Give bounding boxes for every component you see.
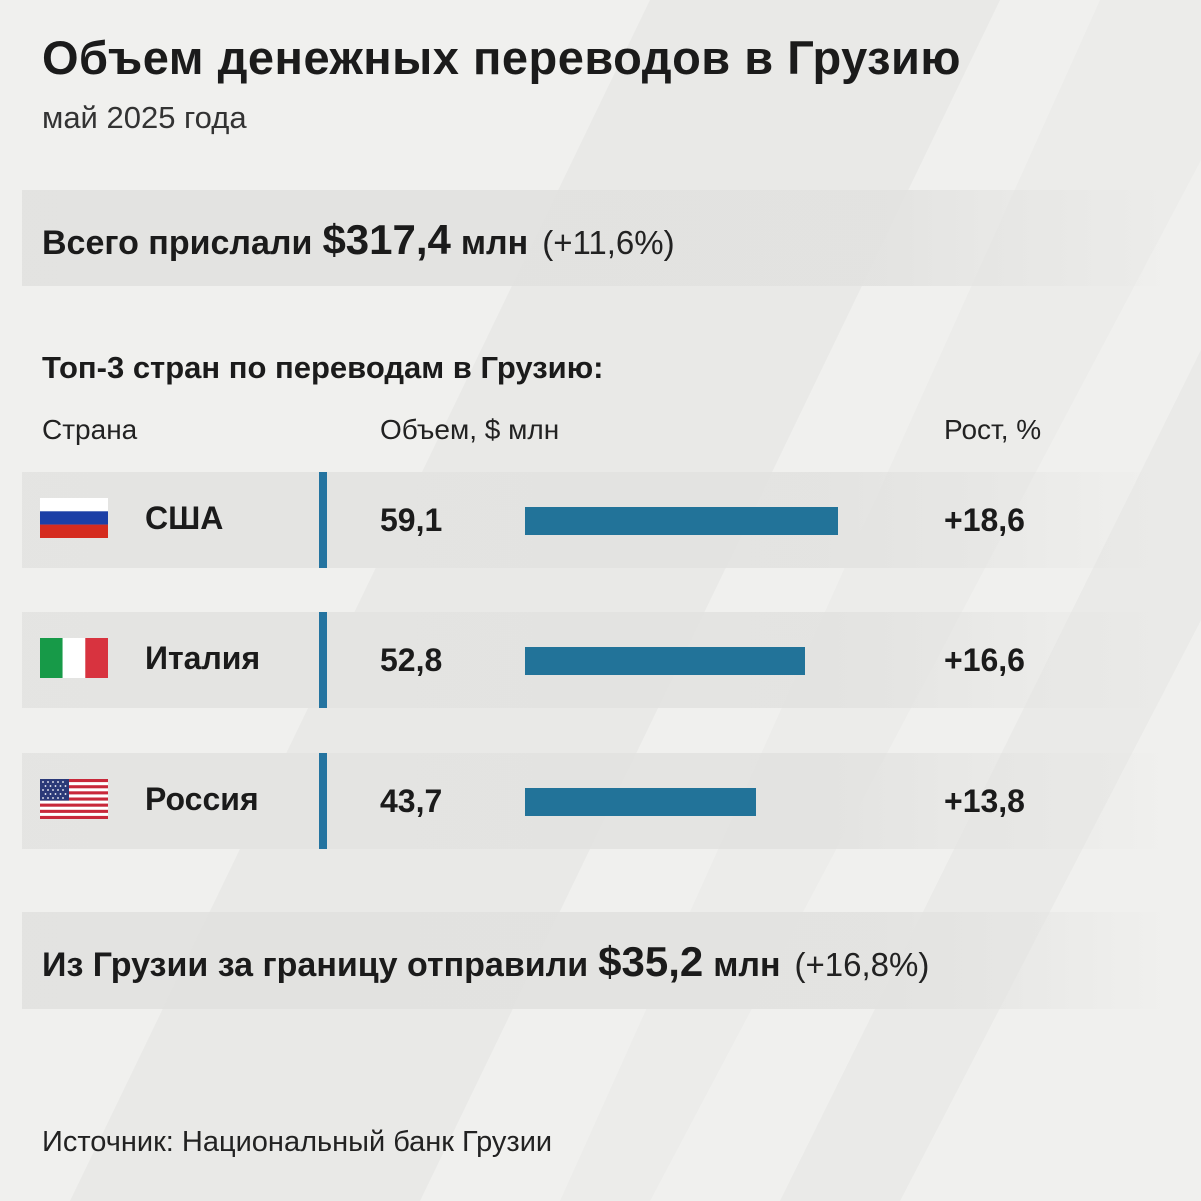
row-separator bbox=[319, 472, 327, 568]
sent-prefix: Из Грузии за границу отправили bbox=[42, 946, 589, 984]
country-row: США 59,1 +18,6 bbox=[22, 472, 1172, 568]
column-header-volume: Объем, $ млн bbox=[380, 414, 560, 445]
page-title: Объем денежных переводов в Грузию bbox=[42, 31, 962, 84]
growth-value: +13,8 bbox=[944, 783, 1025, 819]
volume-value: 52,8 bbox=[380, 642, 443, 678]
column-header-growth: Рост, % bbox=[944, 414, 1042, 445]
country-name: Россия bbox=[145, 781, 259, 817]
volume-value: 43,7 bbox=[380, 783, 443, 819]
total-change: (+11,6%) bbox=[542, 224, 675, 261]
volume-value: 59,1 bbox=[380, 502, 443, 538]
total-band bbox=[22, 190, 1172, 286]
growth-value: +18,6 bbox=[944, 502, 1025, 538]
volume-bar bbox=[525, 647, 805, 675]
page-subtitle: май 2025 года bbox=[42, 100, 247, 135]
row-separator bbox=[319, 753, 327, 849]
usa-flag-icon bbox=[40, 779, 108, 819]
sent-amount: $35,2 bbox=[598, 938, 704, 985]
total-received-summary: Всего прислали $317,4 млн (+11,6%) bbox=[42, 216, 675, 264]
country-row: Россия 43,7 +13,8 bbox=[22, 753, 1172, 849]
sent-unit: млн bbox=[713, 946, 781, 984]
total-amount: $317,4 bbox=[322, 216, 451, 263]
column-header-country: Страна bbox=[42, 414, 138, 445]
source-note: Источник: Национальный банк Грузии bbox=[42, 1126, 553, 1158]
total-prefix: Всего прислали bbox=[42, 224, 313, 262]
sent-abroad-summary: Из Грузии за границу отправили $35,2 млн… bbox=[42, 938, 929, 986]
top3-section-title: Топ-3 стран по переводам в Грузию: bbox=[42, 350, 604, 385]
russia-flag-icon bbox=[40, 498, 108, 538]
total-unit: млн bbox=[460, 224, 529, 262]
growth-value: +16,6 bbox=[944, 642, 1025, 678]
country-name: США bbox=[145, 500, 224, 536]
country-row: Италия 52,8 +16,6 bbox=[22, 612, 1172, 708]
volume-bar bbox=[525, 788, 756, 816]
volume-bar bbox=[525, 507, 838, 535]
country-name: Италия bbox=[145, 640, 261, 676]
italy-flag-icon bbox=[40, 638, 108, 678]
sent-band bbox=[22, 912, 1172, 1009]
sent-change: (+16,8%) bbox=[794, 946, 930, 983]
row-separator bbox=[319, 612, 327, 708]
